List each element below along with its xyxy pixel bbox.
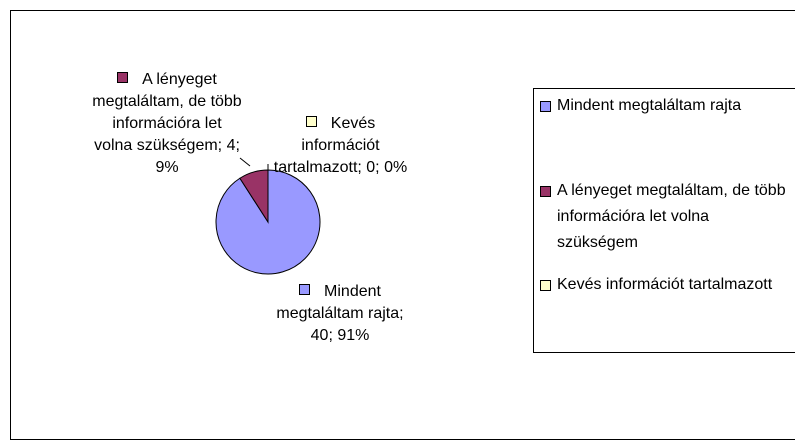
data-label: A lényeget megtaláltam, de több informác… xyxy=(92,69,242,179)
leader-line xyxy=(239,157,251,167)
legend: Mindent megtaláltam rajta A lényeget megt… xyxy=(533,88,795,353)
legend-label: A lényeget megtaláltam, de több informác… xyxy=(557,182,786,251)
legend-entry: A lényeget megtaláltam, de több informác… xyxy=(540,178,790,256)
data-label: Kevés információt tartalmazott; 0; 0% xyxy=(268,113,413,179)
legend-label: Kevés információt tartalmazott xyxy=(557,276,773,293)
legend-key xyxy=(540,186,551,197)
legend-entry: Mindent megtaláltam rajta xyxy=(540,93,790,119)
page: Mindent megtaláltam rajta A lényeget megt… xyxy=(10,10,795,440)
pie-slice xyxy=(239,169,269,224)
legend-key xyxy=(117,72,129,83)
legend-key xyxy=(299,284,311,295)
legend-key xyxy=(305,116,317,127)
legend-key xyxy=(540,101,551,112)
legend-label: Mindent megtaláltam rajta xyxy=(557,97,742,114)
legend-entry: Kevés információt tartalmazott xyxy=(540,272,790,298)
data-label-text: A lényeget megtaláltam, de több informác… xyxy=(92,71,242,176)
data-label-text: Kevés információt tartalmazott; 0; 0% xyxy=(273,115,408,176)
data-label: Mindent megtaláltam rajta; 40; 91% xyxy=(270,281,410,347)
legend-key xyxy=(540,280,551,291)
data-label-text: Mindent megtaláltam rajta; 40; 91% xyxy=(276,283,404,344)
chart xyxy=(215,157,321,275)
